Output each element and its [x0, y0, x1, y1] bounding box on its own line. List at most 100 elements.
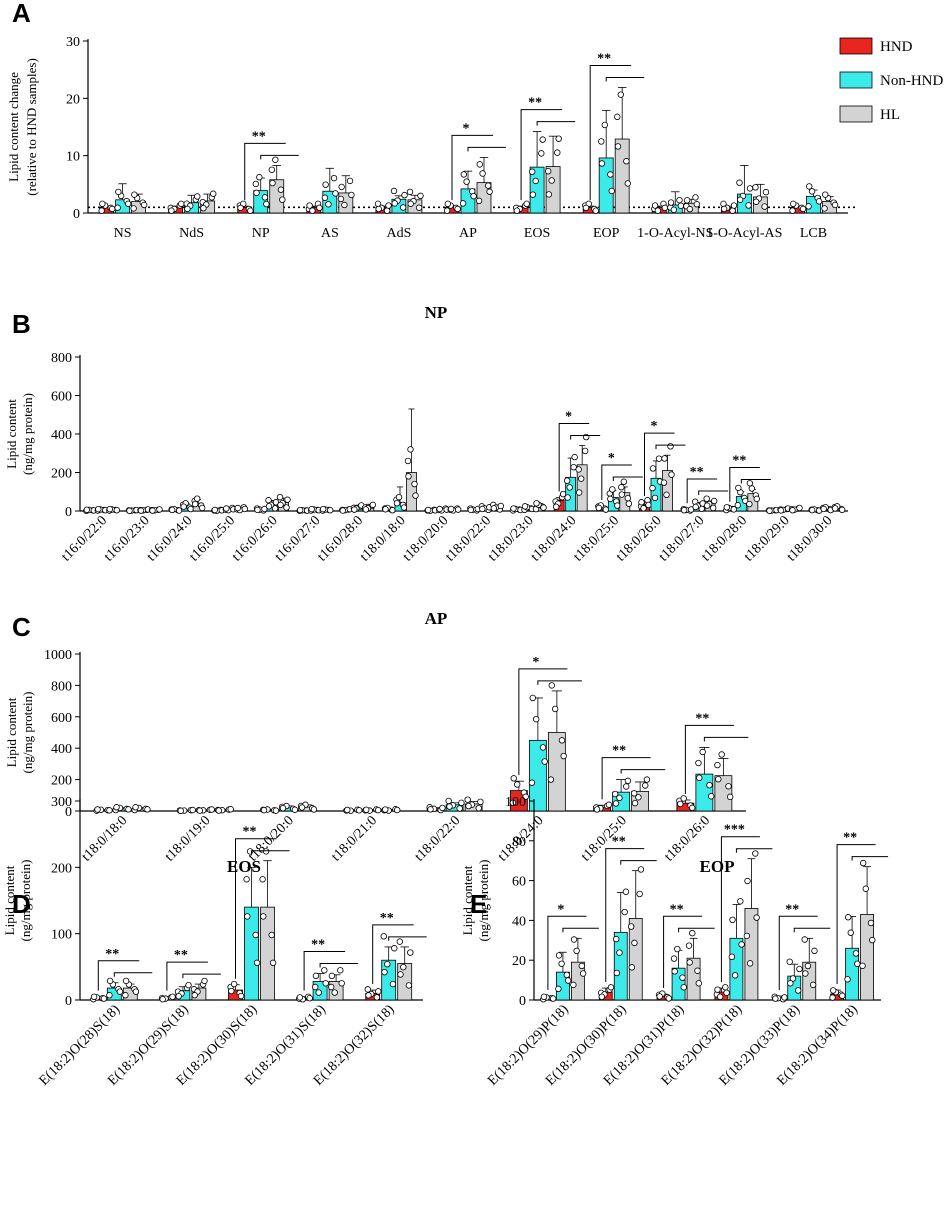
data-point: [375, 988, 382, 995]
data-point: [262, 848, 270, 855]
x-tick-label: AdS: [386, 226, 411, 241]
data-point: [277, 186, 285, 193]
y-axis-label: Lipid content: [4, 697, 19, 767]
data-point: [575, 466, 582, 473]
data-point: [276, 493, 284, 501]
data-point: [631, 939, 638, 947]
x-tick-label: LCB: [800, 226, 827, 241]
data-point: [322, 181, 329, 188]
data-point: [144, 806, 151, 813]
data-point: [337, 195, 345, 203]
data-point: [710, 497, 718, 505]
data-point: [581, 447, 589, 455]
data-point: [573, 947, 580, 955]
data-point: [575, 489, 583, 496]
significance-label: *: [557, 902, 564, 917]
significance-bracket: [793, 927, 831, 933]
data-point: [241, 505, 249, 513]
data-point: [720, 205, 728, 213]
data-point: [566, 484, 573, 491]
data-point: [869, 936, 876, 944]
data-point: [384, 960, 391, 968]
data-point: [113, 506, 121, 514]
data-point: [624, 494, 632, 502]
x-tick-label: t18:0/29:0: [742, 513, 793, 564]
legend-swatch-hl: [839, 105, 873, 123]
y-tick-label: 20: [512, 954, 526, 969]
data-point: [375, 205, 382, 213]
data-point: [90, 993, 98, 1001]
y-tick-label: 200: [51, 774, 72, 789]
y-tick-label: 300: [51, 795, 72, 810]
data-point: [265, 503, 273, 510]
data-point: [400, 963, 407, 971]
data-point: [116, 988, 124, 995]
data-point: [269, 959, 277, 967]
x-tick-label: t16:0/23:0: [102, 513, 153, 564]
data-point: [439, 804, 446, 812]
data-point: [725, 783, 732, 790]
data-point: [699, 748, 706, 756]
significance-label: **: [612, 744, 626, 759]
data-point: [253, 959, 261, 967]
data-point: [210, 190, 217, 197]
data-point: [194, 193, 201, 200]
data-point: [804, 962, 812, 970]
panel-title: NP: [425, 303, 448, 322]
bar-hl: [744, 908, 759, 1001]
data-point: [259, 876, 266, 883]
data-point: [132, 804, 139, 811]
data-point: [337, 967, 344, 974]
data-point: [156, 506, 163, 513]
data-point: [338, 980, 345, 987]
x-tick-label: t18:0/22:0: [443, 513, 494, 564]
data-point: [271, 505, 279, 512]
data-point: [355, 807, 363, 814]
data-point: [808, 188, 816, 195]
data-point: [260, 913, 267, 920]
data-point: [382, 806, 389, 813]
data-point: [643, 776, 651, 783]
data-point: [338, 183, 345, 191]
significance-label: **: [243, 825, 257, 840]
data-point: [548, 177, 555, 184]
data-point: [272, 807, 280, 814]
significance-bracket: [372, 924, 414, 985]
data-point: [723, 504, 731, 511]
data-point: [539, 136, 546, 143]
data-point: [649, 484, 656, 492]
data-point: [571, 453, 578, 461]
significance-label: *: [463, 121, 470, 136]
data-point: [382, 506, 389, 513]
data-point: [703, 495, 710, 502]
data-point: [731, 972, 739, 979]
data-point: [624, 777, 632, 785]
data-point: [651, 202, 659, 209]
y-axis-label: (ng/mg protein): [18, 860, 33, 942]
data-point: [772, 995, 779, 1002]
data-point: [554, 149, 561, 156]
data-point: [685, 942, 693, 949]
data-point: [234, 504, 242, 512]
data-point: [533, 500, 540, 507]
data-point: [661, 455, 668, 462]
data-point: [703, 502, 711, 509]
data-point: [393, 500, 401, 507]
y-tick-label: 400: [51, 742, 72, 757]
data-point: [467, 506, 475, 514]
data-point: [459, 200, 467, 207]
data-point: [510, 505, 517, 512]
data-point: [510, 775, 517, 782]
data-point: [789, 207, 796, 214]
data-point: [198, 504, 206, 512]
significance-label: **: [252, 129, 266, 144]
data-point: [716, 993, 724, 1001]
y-tick-label: 1000: [44, 648, 72, 663]
significance-bracket: [260, 154, 299, 160]
data-point: [753, 495, 761, 503]
data-point: [427, 806, 434, 813]
data-point: [746, 500, 753, 508]
data-point: [497, 502, 505, 510]
data-point: [385, 202, 392, 209]
data-point: [694, 967, 701, 974]
